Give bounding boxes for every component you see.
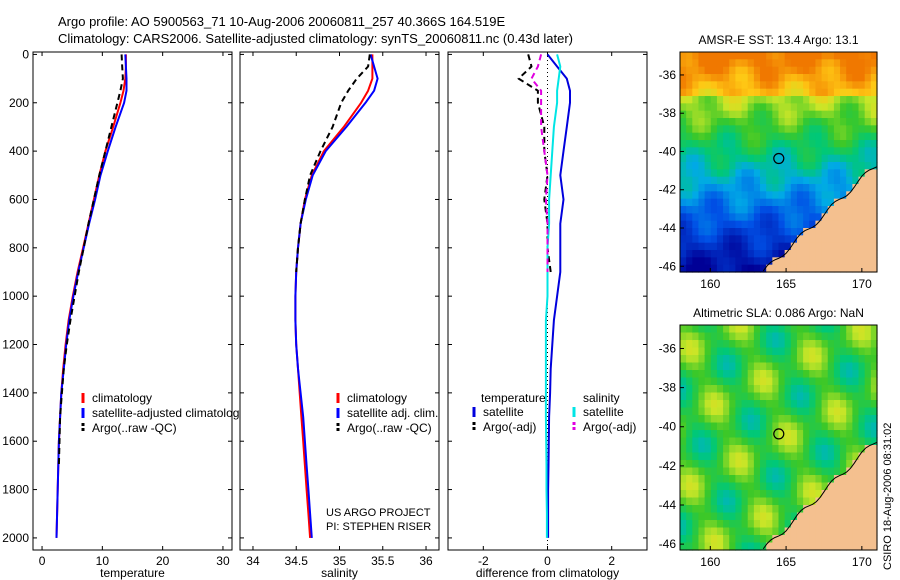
credit-project: US ARGO PROJECT — [326, 507, 431, 519]
salinity-legend-0-label: climatology — [347, 391, 407, 405]
sst-map-argo-location-marker — [773, 152, 785, 165]
sst-map-y-tick-label: -44 — [659, 221, 677, 235]
sla-map-frame — [679, 324, 878, 551]
sst-map-field — [680, 52, 878, 273]
sst-map-y-tick-label: -40 — [659, 144, 677, 158]
salinity-x-tick-label: 36 — [419, 554, 433, 568]
sla-map-coastline — [762, 441, 878, 550]
difference-x-tick-label: -2 — [478, 554, 489, 568]
y-tick-label: 1400 — [2, 386, 29, 400]
sst-map-coastline — [762, 166, 878, 272]
difference-legend-2-label: satellite — [583, 405, 624, 419]
difference-series-3 — [530, 54, 549, 272]
y-tick-label: 200 — [9, 96, 29, 110]
panel-sla-map: Altimetric SLA: 0.086 Argo: NaN 160 165 170… — [659, 306, 878, 569]
y-tick-label: 0 — [22, 47, 29, 61]
salinity-legend-1-label: satellite adj. clim. — [347, 406, 438, 420]
sst-map-y-tick-label: -38 — [659, 106, 677, 120]
sst-map-x-tick-label: 170 — [852, 277, 872, 291]
sla-map-y-tick-label: -46 — [659, 537, 677, 551]
difference-legend-0-label: satellite — [483, 405, 524, 419]
sla-map-y-tick-label: -36 — [659, 341, 677, 355]
sla-map-y-tick-label: -40 — [659, 420, 677, 434]
temperature-x-tick-label: 10 — [96, 554, 110, 568]
sst-map-y-tick-label: -36 — [659, 68, 677, 82]
difference-series-1 — [517, 54, 552, 273]
sst-map-x-tick-label: 165 — [776, 277, 796, 291]
sla-map-y-tick-label: -44 — [659, 498, 677, 512]
difference-legend-header-salinity: salinity — [583, 391, 620, 405]
panel-temperature: 0 200 400 600 800 1000 1200 1400 1600 1800 2000 0 10… — [2, 47, 245, 580]
temperature-x-tick-label: 0 — [39, 554, 46, 568]
temperature-x-axis-label: temperature — [100, 566, 165, 580]
difference-series-0 — [546, 53, 571, 538]
panel-sst-map: AMSR-E SST: 13.4 Argo: 13.1 160 165 170 -36 -… — [659, 33, 878, 291]
y-tick-label: 600 — [9, 192, 29, 206]
difference-x-tick-label: 2 — [608, 554, 615, 568]
sst-map-title: AMSR-E SST: 13.4 Argo: 13.1 — [698, 33, 858, 47]
temperature-axes-frame — [32, 51, 233, 551]
y-tick-label: 1600 — [2, 434, 29, 448]
salinity-x-tick-label: 35.5 — [371, 554, 395, 568]
temperature-x-tick-label: 30 — [216, 554, 230, 568]
sst-map-y-tick-label: -42 — [659, 183, 677, 197]
y-tick-label: 1200 — [2, 338, 29, 352]
temperature-legend-1-label: satellite-adjusted climatology — [92, 406, 245, 420]
salinity-x-axis-label: salinity — [321, 566, 358, 580]
difference-x-tick-label: 0 — [544, 554, 551, 568]
difference-x-axis-label: difference from climatology — [476, 566, 619, 580]
y-tick-label: 400 — [9, 144, 29, 158]
sla-map-x-tick-label: 160 — [700, 555, 720, 569]
sla-map-title: Altimetric SLA: 0.086 Argo: NaN — [693, 306, 864, 320]
timestamp-stamp: CSIRO 18-Aug-2006 08:31:02 — [882, 423, 894, 570]
sla-map-y-tick-label: -42 — [659, 459, 677, 473]
sla-map-y-tick-label: -38 — [659, 381, 677, 395]
panel-salinity: 34 34.5 35 35.5 36 salinity climatologysatelli… — [239, 51, 440, 580]
sst-map-y-tick-label: -46 — [659, 259, 677, 273]
temperature-x-tick-label: 20 — [156, 554, 170, 568]
difference-legend-3-label: Argo(-adj) — [583, 420, 636, 434]
temperature-series-2 — [57, 54, 124, 466]
sla-map-argo-location-marker — [773, 428, 785, 440]
sst-map-x-tick-label: 160 — [700, 277, 720, 291]
y-tick-label: 1800 — [2, 483, 29, 497]
y-tick-label: 800 — [9, 241, 29, 255]
salinity-axes-frame — [239, 51, 440, 551]
temperature-legend-0-label: climatology — [92, 391, 152, 405]
sla-map-field — [680, 325, 878, 551]
sla-map-x-tick-label: 170 — [852, 555, 872, 569]
header-line-1: Argo profile: AO 5900563_71 10-Aug-2006 … — [58, 14, 506, 29]
credit-pi: PI: STEPHEN RISER — [326, 521, 431, 533]
temperature-legend-2-label: Argo(..raw -QC) — [92, 421, 177, 435]
sla-map-x-tick-label: 165 — [776, 555, 796, 569]
salinity-x-tick-label: 34 — [246, 554, 260, 568]
y-tick-label: 2000 — [2, 531, 29, 545]
sst-map-frame — [679, 51, 878, 273]
salinity-x-tick-label: 34.5 — [285, 554, 309, 568]
salinity-x-tick-label: 35 — [333, 554, 347, 568]
header-line-2: Climatology: CARS2006. Satellite-adjuste… — [58, 31, 573, 46]
y-tick-label: 1000 — [2, 289, 29, 303]
difference-legend-1-label: Argo(-adj) — [483, 420, 536, 434]
salinity-legend-2-label: Argo(..raw -QC) — [347, 421, 432, 435]
difference-legend-header-temperature: temperature — [481, 391, 546, 405]
